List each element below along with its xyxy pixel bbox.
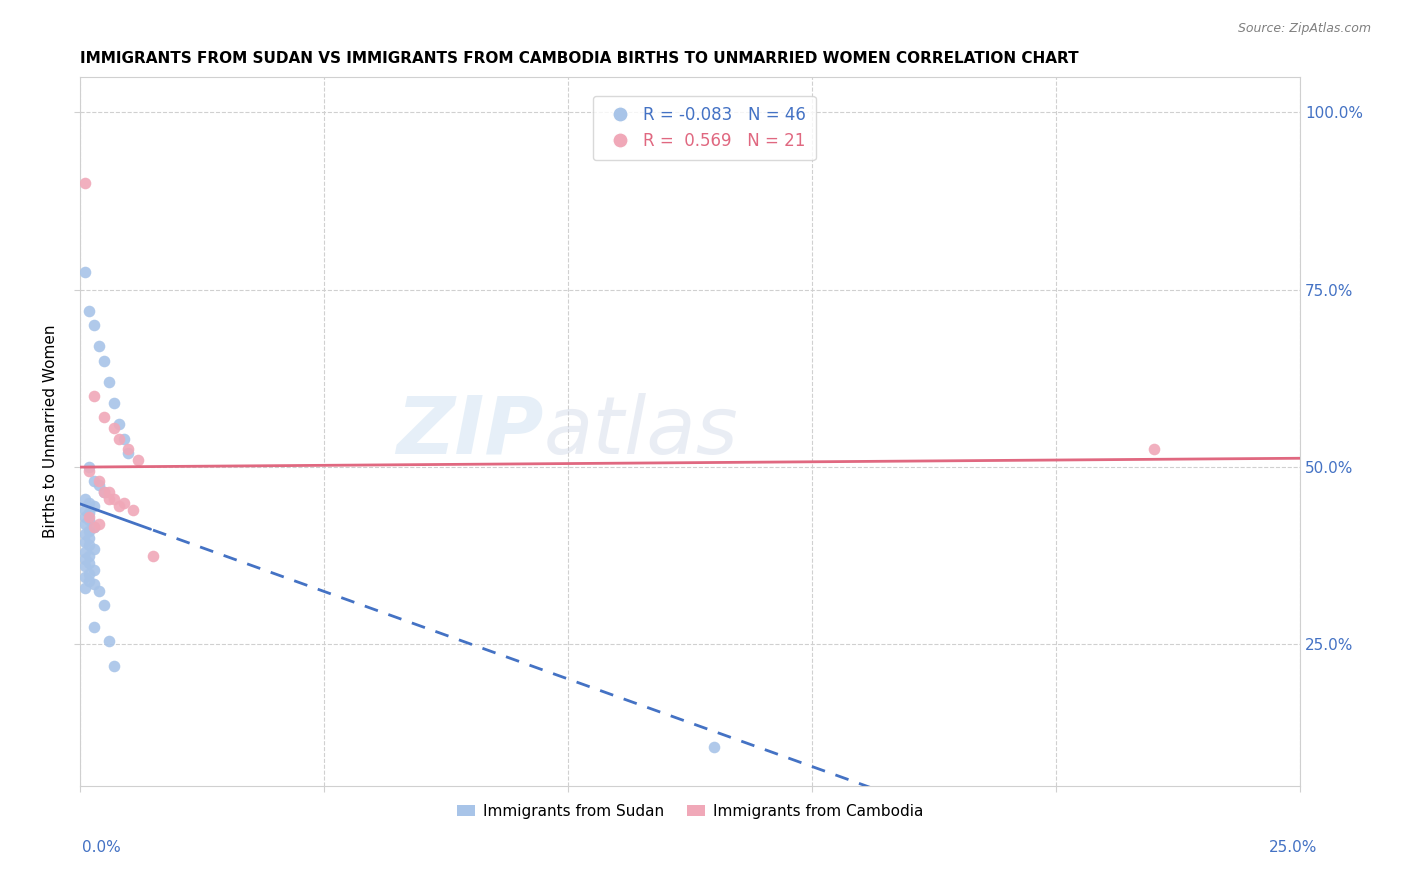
Legend: Immigrants from Sudan, Immigrants from Cambodia: Immigrants from Sudan, Immigrants from C… [450,797,929,825]
Point [73,534,96,549]
Point [73,491,96,506]
Point [93,484,115,499]
Point [107,417,129,432]
Text: 25.0%: 25.0% [1270,840,1317,855]
Point [117,446,139,460]
Point [79,556,101,570]
Point [73,559,96,574]
Point [93,484,115,499]
Point [79,531,101,545]
Point [79,524,101,538]
Point [89,474,111,488]
Point [83,577,105,591]
Point [73,502,96,516]
Point [103,658,125,673]
Text: ZIP: ZIP [396,392,543,470]
Point [79,506,101,520]
Point [703,740,725,755]
Point [73,581,96,595]
Point [79,566,101,581]
Point [112,432,135,446]
Point [79,495,101,509]
Point [83,520,105,534]
Point [79,509,101,524]
Point [1142,442,1164,457]
Point [73,552,96,566]
Point [107,432,129,446]
Text: atlas: atlas [543,392,738,470]
Point [73,570,96,584]
Point [83,389,105,403]
Point [97,634,120,648]
Point [103,491,125,506]
Point [79,303,101,318]
Point [79,538,101,552]
Point [83,474,105,488]
Point [127,453,149,467]
Point [97,484,120,499]
Point [83,541,105,556]
Point [79,574,101,588]
Point [79,549,101,563]
Point [73,509,96,524]
Point [73,265,96,279]
Point [103,421,125,435]
Y-axis label: Births to Unmarried Women: Births to Unmarried Women [44,325,58,538]
Point [122,502,145,516]
Point [73,545,96,559]
Point [89,477,111,491]
Point [103,396,125,410]
Point [73,176,96,190]
Point [93,599,115,613]
Point [79,513,101,527]
Point [73,527,96,541]
Point [73,516,96,531]
Point [89,584,111,599]
Point [83,520,105,534]
Text: IMMIGRANTS FROM SUDAN VS IMMIGRANTS FROM CAMBODIA BIRTHS TO UNMARRIED WOMEN CORR: IMMIGRANTS FROM SUDAN VS IMMIGRANTS FROM… [80,51,1078,66]
Point [97,491,120,506]
Point [93,410,115,425]
Text: 0.0%: 0.0% [82,840,121,855]
Point [89,339,111,353]
Point [83,499,105,513]
Point [93,353,115,368]
Point [89,516,111,531]
Point [117,442,139,457]
Point [79,460,101,475]
Point [83,318,105,332]
Point [142,549,165,563]
Text: Source: ZipAtlas.com: Source: ZipAtlas.com [1237,22,1371,36]
Point [83,563,105,577]
Point [83,620,105,634]
Point [79,464,101,478]
Point [107,499,129,513]
Point [112,495,135,509]
Point [97,375,120,389]
